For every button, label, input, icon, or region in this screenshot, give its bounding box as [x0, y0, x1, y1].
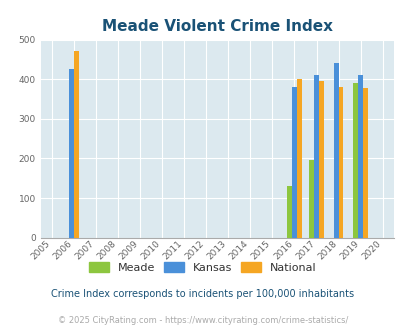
Legend: Meade, Kansas, National: Meade, Kansas, National	[84, 258, 321, 278]
Bar	[333, 63, 338, 238]
Text: © 2025 CityRating.com - https://www.cityrating.com/crime-statistics/: © 2025 CityRating.com - https://www.city…	[58, 316, 347, 325]
Title: Meade Violent Crime Index: Meade Violent Crime Index	[102, 19, 332, 34]
Bar	[357, 75, 362, 238]
Bar	[286, 186, 291, 238]
Bar	[338, 87, 343, 238]
Bar	[309, 160, 313, 238]
Bar	[69, 69, 74, 238]
Bar	[362, 87, 367, 238]
Bar	[74, 51, 79, 238]
Bar	[313, 75, 318, 238]
Bar	[291, 87, 296, 238]
Bar	[352, 83, 357, 238]
Bar	[318, 81, 323, 238]
Bar	[296, 79, 301, 238]
Text: Crime Index corresponds to incidents per 100,000 inhabitants: Crime Index corresponds to incidents per…	[51, 289, 354, 299]
